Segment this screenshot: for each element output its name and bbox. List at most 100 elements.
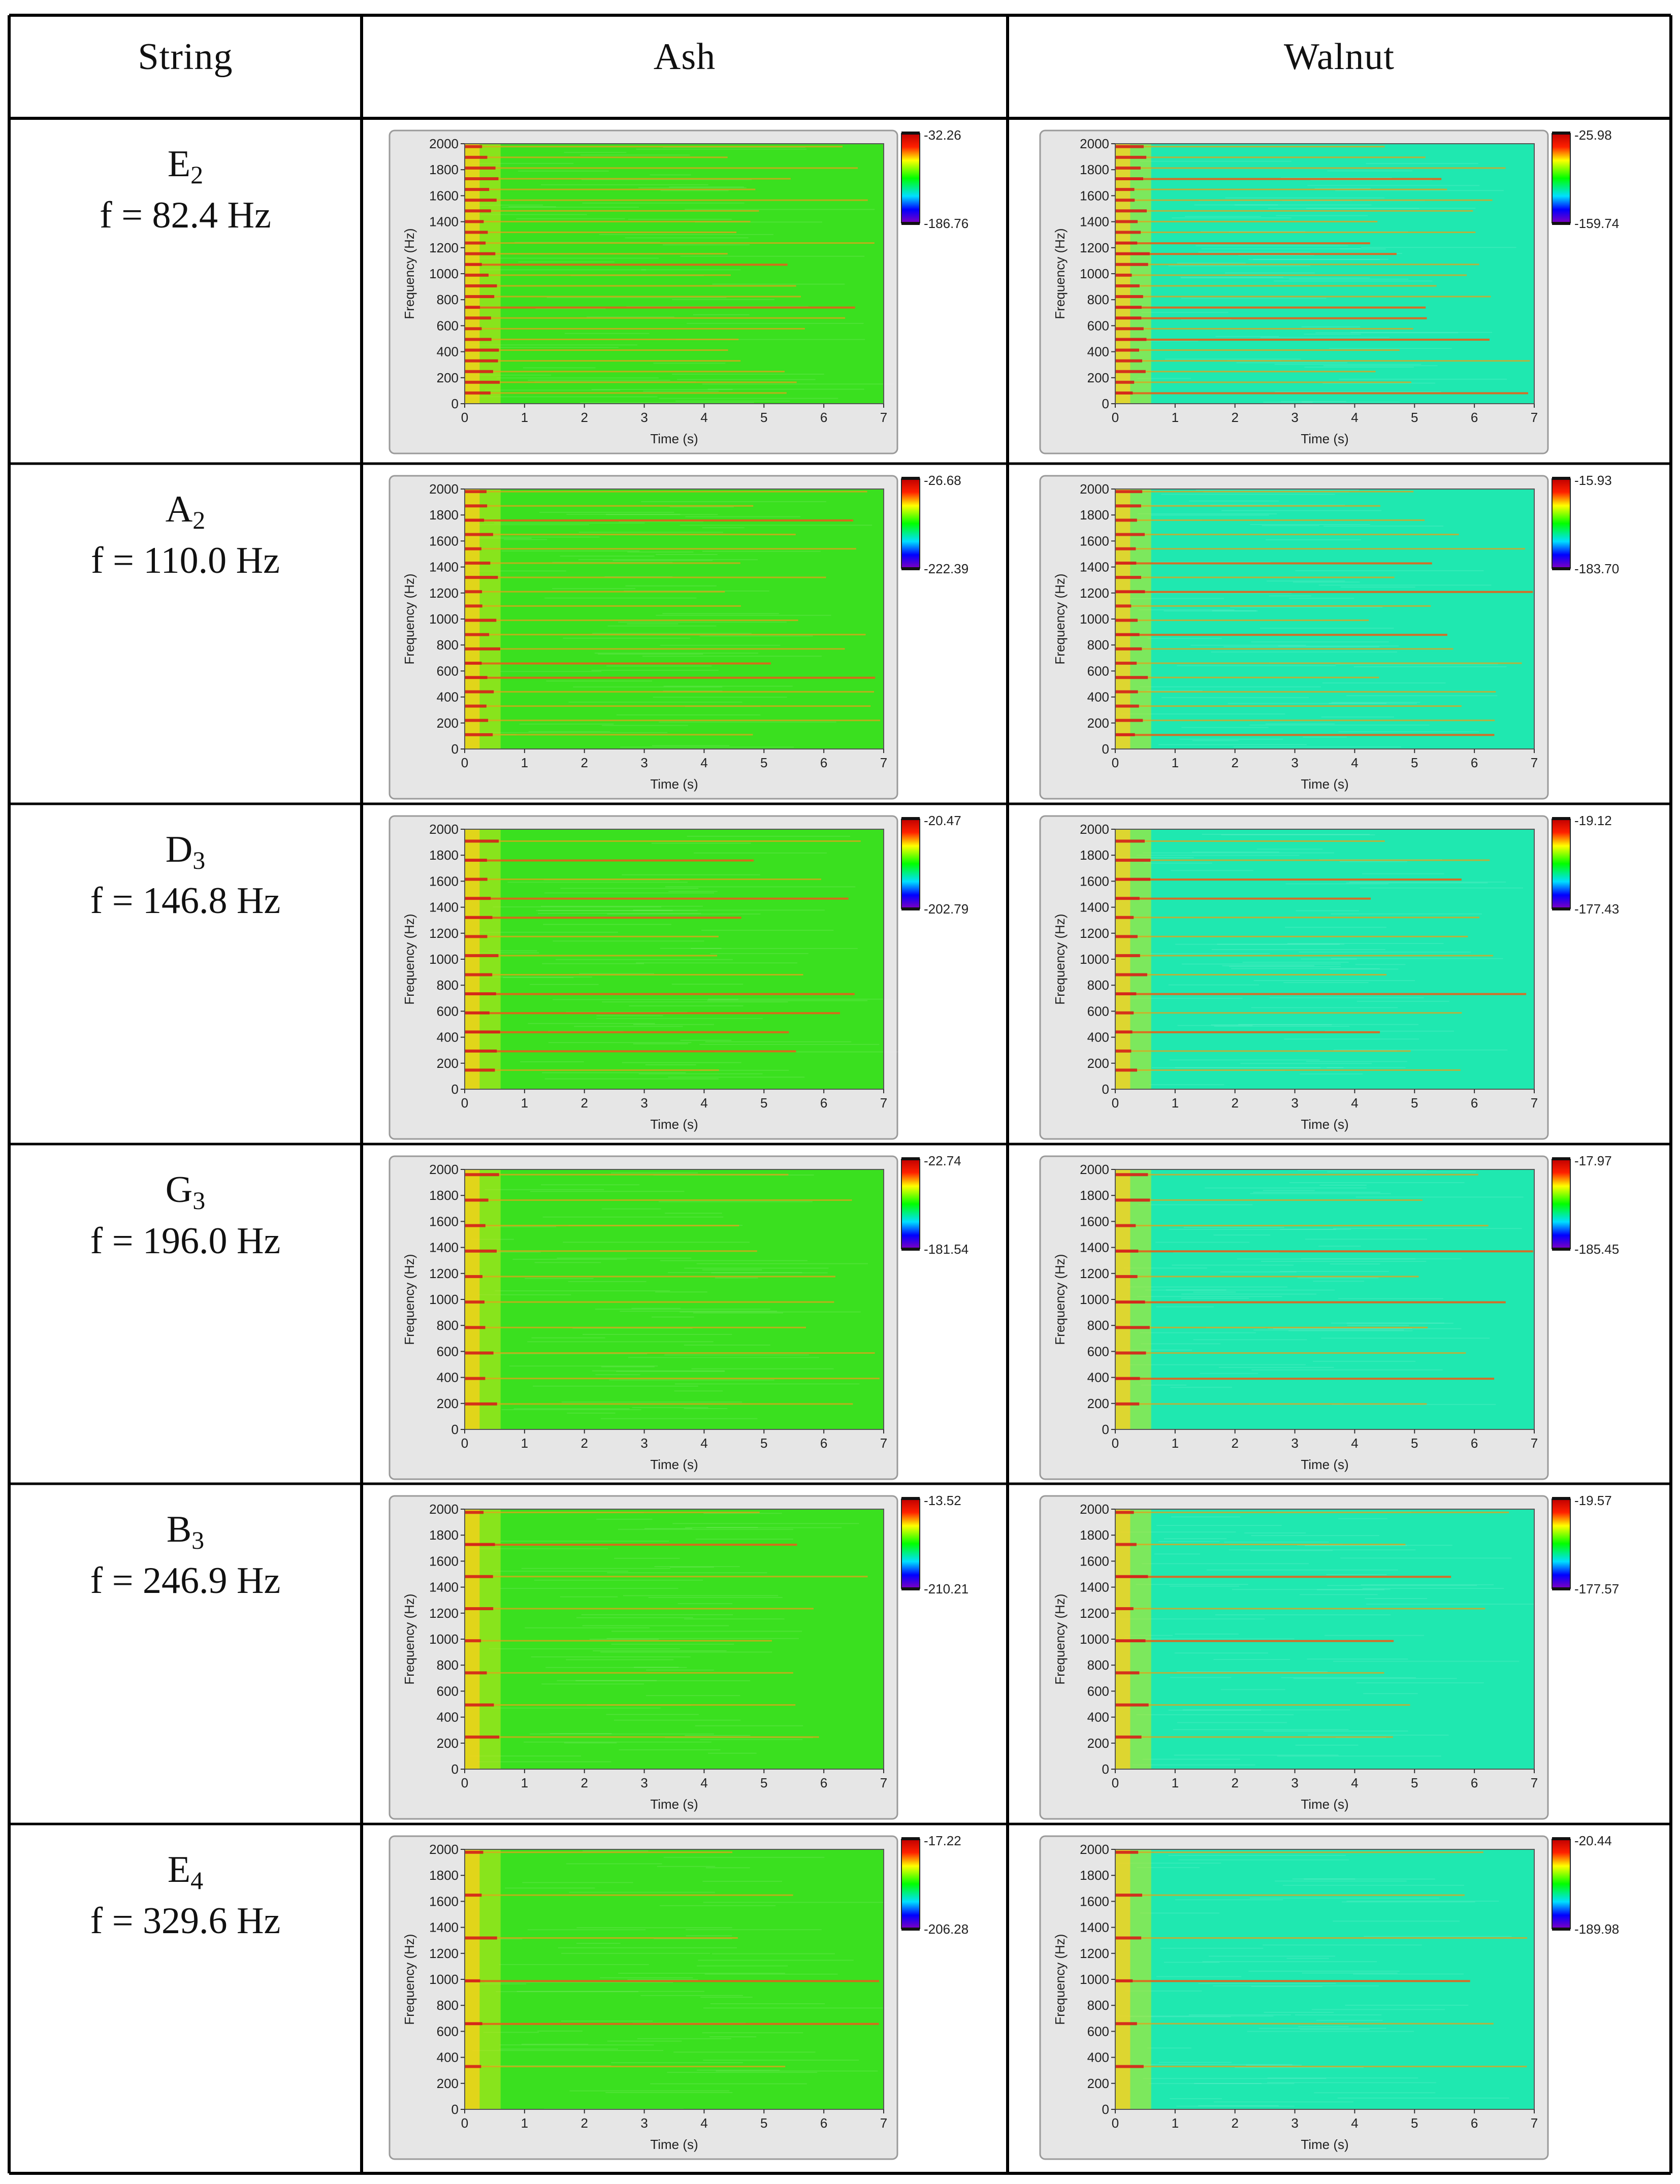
x-axis-title: Time (s) — [650, 431, 698, 446]
noise-streak — [609, 1379, 774, 1381]
harmonic-onset — [465, 2022, 482, 2026]
noise-streak — [513, 1408, 630, 1410]
x-tick-label: 1 — [521, 1775, 528, 1790]
x-tick-label: 3 — [1291, 2115, 1298, 2131]
y-tick-label: 0 — [1102, 396, 1109, 411]
color-scale-cap — [1552, 907, 1570, 910]
noise-streak — [660, 1260, 808, 1261]
y-tick-label: 1400 — [1080, 560, 1109, 575]
noise-streak — [1185, 216, 1261, 217]
harmonic-line — [1115, 878, 1462, 881]
noise-streak — [1206, 1569, 1398, 1571]
spectrogram-chart: 0 200 400 600 800 1000 1200 1400 1600 1800 2000 0 1 2… — [1039, 1835, 1619, 2160]
noise-streak — [536, 910, 673, 911]
color-scale-cap — [901, 1587, 920, 1590]
noise-streak — [1264, 2011, 1334, 2013]
noise-streak — [1242, 961, 1349, 963]
harmonic-onset — [465, 690, 494, 694]
y-tick-label: 400 — [437, 1370, 459, 1385]
noise-streak — [1151, 1067, 1321, 1068]
harmonic-onset — [465, 504, 488, 508]
spectrogram-chart: 0 200 400 600 800 1000 1200 1400 1600 1800 2000 0 1 2… — [389, 1155, 968, 1480]
y-tick-label: 800 — [437, 1318, 459, 1333]
y-tick-label: 200 — [1087, 1056, 1109, 1071]
harmonic-line — [1115, 178, 1442, 180]
string-label: A2 f = 110.0 Hz — [9, 489, 362, 581]
noise-streak — [687, 322, 864, 324]
harmonic-line — [1115, 285, 1437, 287]
harmonic-line — [465, 371, 785, 373]
noise-streak — [611, 1643, 734, 1645]
noise-streak — [1144, 2064, 1293, 2065]
y-tick-label: 400 — [1087, 1030, 1109, 1045]
noise-streak — [637, 2038, 731, 2039]
x-tick-label: 7 — [880, 755, 887, 770]
y-tick-label: 400 — [437, 1710, 459, 1725]
spectrogram-field — [1115, 1849, 1534, 2109]
noise-streak — [660, 948, 722, 949]
noise-streak — [472, 257, 659, 259]
noise-streak — [1304, 334, 1361, 335]
noise-streak — [704, 1973, 838, 1975]
noise-streak — [1306, 208, 1476, 209]
noise-streak — [490, 2065, 611, 2066]
noise-streak — [691, 948, 858, 949]
harmonic-line — [1115, 648, 1453, 650]
noise-streak — [1350, 332, 1493, 333]
y-tick-label: 1000 — [429, 1972, 459, 1987]
noise-streak — [600, 1418, 758, 1419]
noise-streak — [605, 2092, 733, 2094]
x-tick-label: 2 — [580, 2115, 588, 2131]
y-tick-label: 1800 — [1080, 847, 1109, 863]
y-tick-label: 1000 — [1080, 952, 1109, 967]
noise-streak — [672, 299, 774, 300]
noise-streak — [595, 1374, 640, 1376]
noise-streak — [684, 1618, 785, 1620]
noise-streak — [1121, 1349, 1192, 1351]
x-tick-label: 2 — [1231, 1436, 1238, 1451]
harmonic-onset — [1115, 1850, 1139, 1854]
y-tick-label: 2000 — [429, 136, 459, 151]
spectrogram-field — [1115, 1509, 1534, 1769]
harmonic-onset — [1115, 370, 1146, 373]
noise-streak — [1190, 644, 1306, 646]
noise-streak — [476, 952, 539, 954]
harmonic-onset — [465, 1543, 495, 1546]
scale-max-label: -22.74 — [924, 1155, 961, 1168]
y-tick-label: 1200 — [429, 240, 459, 255]
harmonic-onset — [1115, 704, 1139, 708]
noise-streak — [1293, 1678, 1457, 1679]
header-string: String — [138, 36, 233, 78]
noise-streak — [664, 1354, 809, 1356]
noise-streak — [1168, 1854, 1346, 1856]
noise-streak — [485, 389, 621, 391]
harmonic-onset — [1115, 1300, 1145, 1304]
harmonic-line — [465, 156, 728, 158]
y-tick-label: 200 — [1087, 370, 1109, 385]
harmonic-line — [1115, 220, 1378, 222]
attack-tail — [1130, 1169, 1151, 1429]
y-tick-label: 1000 — [429, 266, 459, 281]
noise-streak — [711, 1272, 828, 1274]
y-axis-title: Frequency (Hz) — [1052, 573, 1068, 664]
noise-streak — [1225, 197, 1385, 199]
noise-streak — [525, 1627, 650, 1628]
y-tick-label: 0 — [1102, 2102, 1109, 2117]
harmonic-onset — [465, 1224, 486, 1227]
harmonic-line — [465, 210, 759, 212]
noise-streak — [1181, 318, 1232, 320]
x-tick-label: 3 — [640, 755, 648, 770]
x-tick-label: 0 — [461, 755, 468, 770]
harmonic-line — [465, 1199, 852, 1201]
noise-streak — [1158, 1541, 1220, 1542]
harmonic-line — [465, 1326, 806, 1328]
spectrogram-chart: 0 200 400 600 800 1000 1200 1400 1600 1800 2000 0 1 2… — [389, 815, 968, 1140]
noise-streak — [1333, 1920, 1460, 1922]
noise-streak — [687, 835, 850, 837]
noise-streak — [1346, 1322, 1453, 1324]
noise-streak — [1116, 1863, 1221, 1864]
spectrogram-field — [1115, 829, 1534, 1089]
noise-streak — [643, 390, 719, 392]
noise-streak — [484, 1189, 604, 1190]
noise-streak — [1156, 1976, 1242, 1977]
